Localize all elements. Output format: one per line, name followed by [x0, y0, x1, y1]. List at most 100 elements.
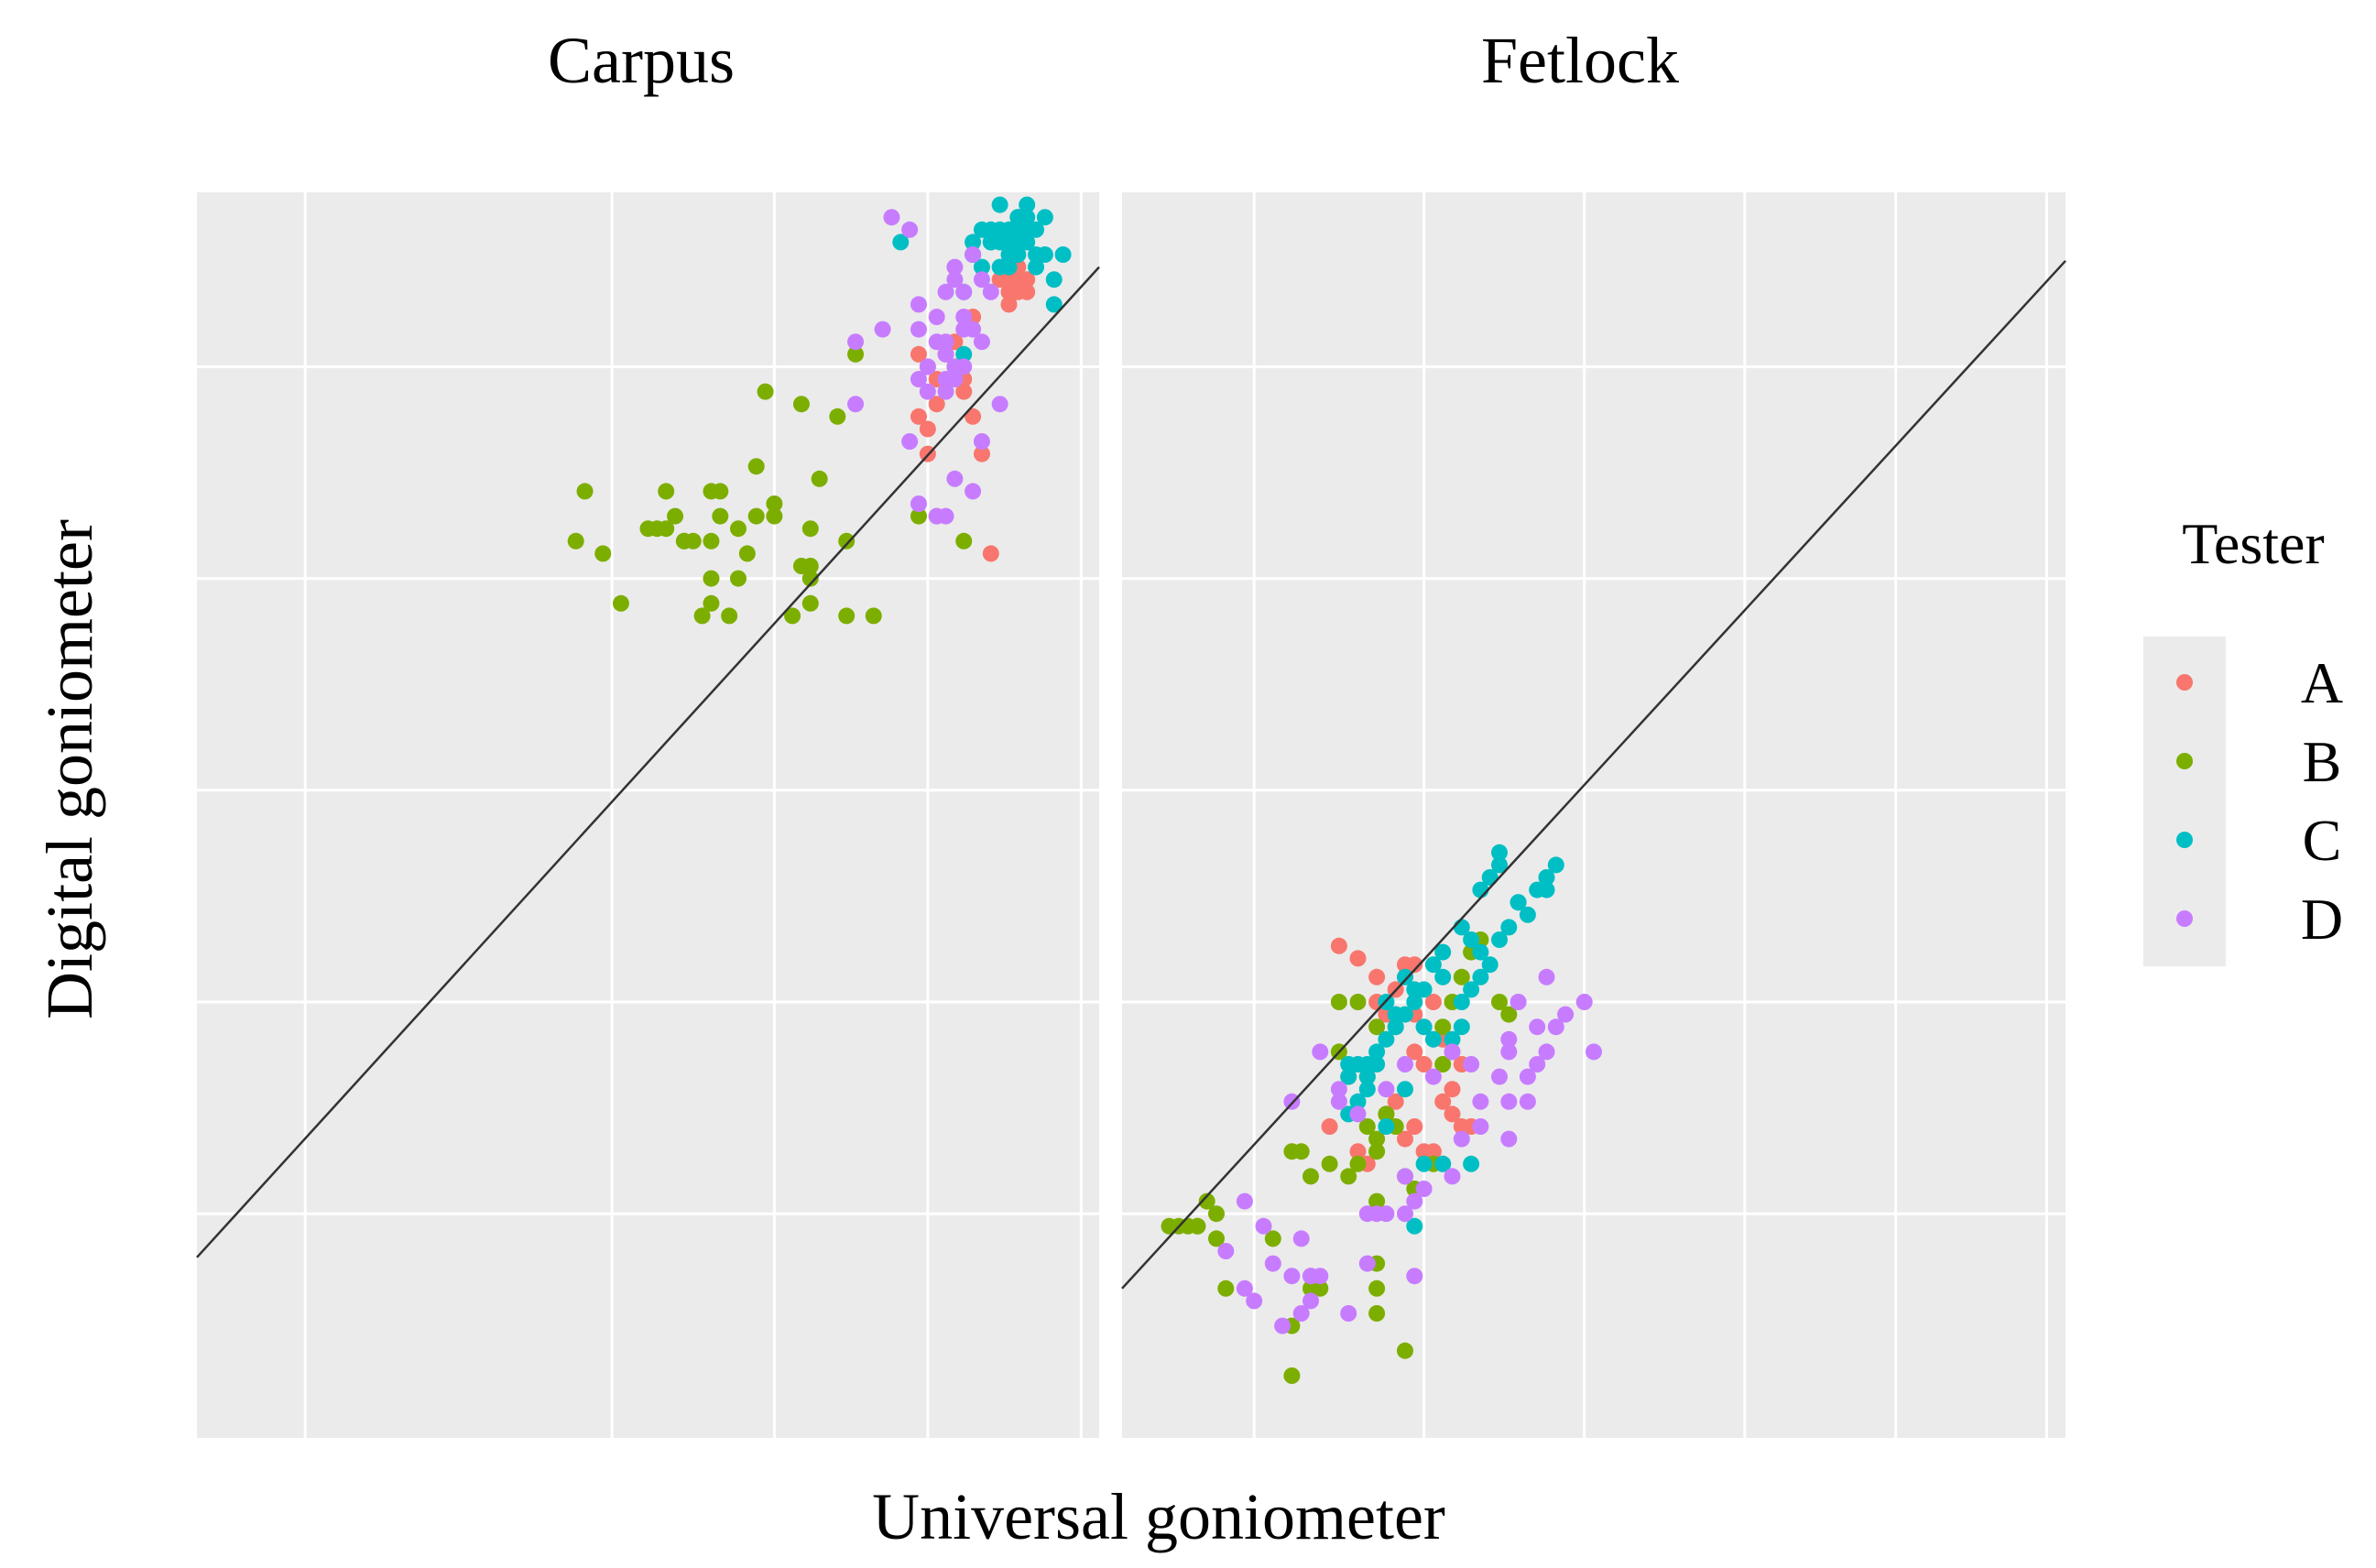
data-point-a — [1019, 283, 1036, 300]
data-point-c — [1368, 1056, 1386, 1073]
data-point-c — [1424, 956, 1442, 974]
legend-label-b: B — [2303, 729, 2342, 794]
data-point-a — [1444, 1105, 1461, 1123]
data-point-d — [1519, 1068, 1536, 1085]
data-point-b — [1434, 1056, 1452, 1073]
data-point-c — [1045, 271, 1063, 289]
data-point-c — [1378, 1030, 1395, 1048]
data-point-d — [965, 321, 982, 338]
data-point-a — [1387, 1093, 1404, 1110]
gridlines-fetlock — [1122, 192, 2065, 1438]
data-point-c — [1500, 919, 1518, 936]
data-point-b — [747, 458, 765, 475]
data-point-c — [1019, 196, 1036, 213]
data-point-d — [1378, 1081, 1395, 1098]
data-point-a — [1397, 1130, 1413, 1148]
data-point-b — [1368, 1279, 1386, 1297]
data-point-b — [955, 532, 973, 550]
legend-label-c: C — [2303, 808, 2342, 873]
data-point-b — [1368, 1130, 1386, 1148]
data-point-d — [883, 209, 900, 226]
data-point-d — [1547, 1018, 1564, 1036]
data-point-b — [1189, 1217, 1206, 1235]
data-point-d — [1444, 1043, 1461, 1061]
data-point-d — [910, 371, 927, 387]
data-point-d — [1500, 1030, 1518, 1048]
data-point-b — [1491, 994, 1508, 1010]
data-point-c — [1009, 221, 1027, 238]
legend-label-d: D — [2301, 887, 2343, 952]
data-point-b — [801, 558, 819, 574]
data-point-a — [1434, 1093, 1452, 1110]
data-point-c — [1415, 1155, 1433, 1172]
data-point-d — [847, 396, 865, 413]
data-point-d — [946, 470, 964, 487]
data-point-c — [1378, 1118, 1395, 1135]
data-point-c — [1415, 1018, 1433, 1036]
data-point-b — [910, 507, 927, 525]
data-point-d — [1463, 1056, 1480, 1073]
data-point-c — [1340, 1068, 1357, 1085]
data-point-a — [1415, 1056, 1433, 1073]
data-point-d — [982, 283, 999, 300]
data-point-b — [730, 570, 747, 587]
data-point-d — [1529, 1056, 1546, 1073]
data-point-c — [1463, 981, 1480, 998]
data-point-b — [1358, 1118, 1376, 1135]
data-point-d — [1472, 1118, 1489, 1135]
data-point-a — [1406, 1118, 1423, 1135]
data-point-c — [1019, 209, 1036, 226]
data-point-d — [1444, 1168, 1461, 1185]
data-point-c — [1028, 258, 1045, 276]
data-point-d — [1236, 1279, 1253, 1297]
data-point-b — [1368, 1305, 1386, 1322]
data-point-c — [1472, 968, 1489, 985]
data-point-d — [1500, 1093, 1518, 1110]
data-point-d — [1519, 1093, 1536, 1110]
data-point-a — [1424, 994, 1442, 1010]
data-point-d — [1529, 1018, 1546, 1036]
data-point-b — [675, 532, 692, 550]
data-point-c — [892, 234, 910, 251]
data-point-b — [1302, 1168, 1319, 1185]
data-point-b — [829, 408, 846, 425]
data-point-d — [955, 283, 973, 300]
data-point-d — [1510, 994, 1527, 1010]
data-point-a — [1349, 1143, 1367, 1160]
legend-key-d — [2176, 910, 2193, 927]
data-point-b — [1264, 1230, 1281, 1247]
data-point-d — [937, 283, 954, 300]
panel-title-carpus: Carpus — [548, 24, 735, 97]
data-point-c — [1000, 258, 1018, 276]
data-point-b — [766, 495, 783, 512]
points-carpus — [567, 196, 1072, 625]
data-point-d — [1491, 1068, 1508, 1085]
data-point-a — [928, 396, 945, 413]
data-point-d — [1557, 1006, 1575, 1023]
data-point-d — [937, 383, 954, 400]
data-point-c — [1434, 943, 1452, 961]
legend-key-a — [2176, 674, 2193, 691]
data-point-c — [1387, 1018, 1404, 1036]
data-point-d — [1246, 1292, 1263, 1310]
data-point-d — [991, 396, 1008, 413]
data-point-c — [1510, 894, 1527, 911]
data-point-d — [1575, 994, 1593, 1010]
data-point-b — [1368, 1018, 1386, 1036]
reference-line-carpus — [196, 266, 1100, 1258]
data-point-c — [1000, 246, 1018, 263]
data-point-b — [1500, 1006, 1518, 1023]
data-point-c — [1453, 919, 1470, 936]
legend-key-b — [2176, 753, 2193, 769]
data-point-d — [919, 358, 936, 376]
data-point-d — [1264, 1255, 1281, 1272]
data-point-c — [1463, 1155, 1480, 1172]
data-point-c — [1538, 869, 1555, 886]
data-point-b — [721, 607, 738, 625]
data-point-b — [1330, 994, 1347, 1010]
data-point-d — [1236, 1192, 1253, 1210]
data-point-c — [1472, 943, 1489, 961]
